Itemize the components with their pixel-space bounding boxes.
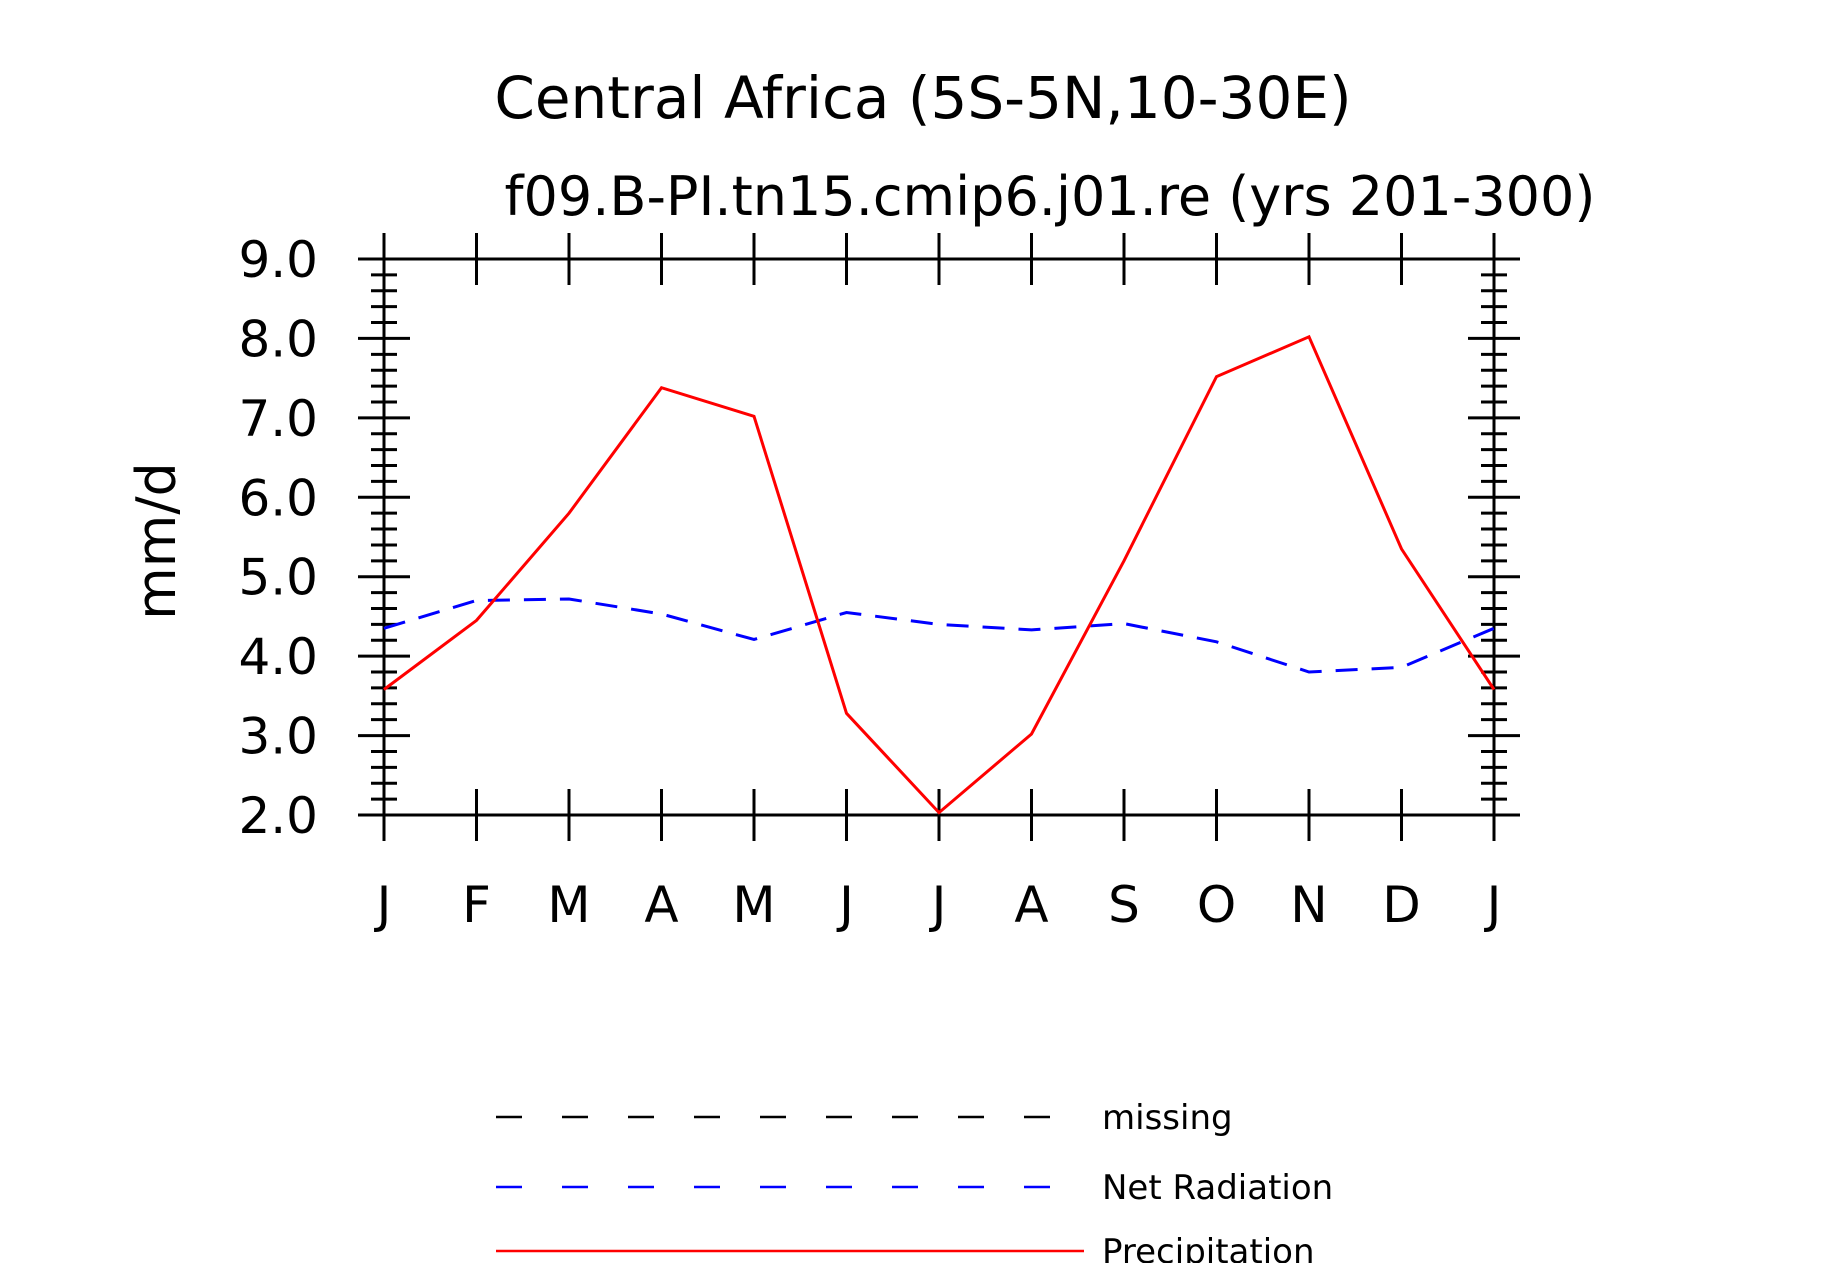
- x-tick-label: F: [462, 876, 491, 934]
- y-tick-label: 6.0: [238, 469, 318, 527]
- x-tick-label: M: [547, 876, 590, 934]
- y-tick-label: 8.0: [238, 310, 318, 368]
- y-tick-label: 5.0: [238, 549, 318, 607]
- y-tick-label: 7.0: [238, 390, 318, 448]
- legend-label: missing: [1102, 1098, 1233, 1138]
- x-tick-label: D: [1382, 876, 1421, 934]
- axes: 2.03.04.05.06.07.08.09.0J F M A M J J A S O N D J: [238, 231, 1520, 934]
- chart-title: Central Africa (5S-5N,10-30E): [494, 64, 1351, 132]
- series-layer: [383, 334, 1496, 815]
- x-tick-label: J: [374, 876, 392, 934]
- y-tick-label: 3.0: [238, 708, 318, 766]
- y-tick-label: 9.0: [238, 231, 318, 289]
- y-tick-label: 2.0: [238, 787, 318, 845]
- y-axis-label: mm/d: [125, 462, 188, 620]
- x-tick-label: N: [1290, 876, 1327, 934]
- x-tick-label: A: [1014, 876, 1048, 934]
- legend-label: Precipitation: [1102, 1232, 1315, 1263]
- x-tick-label: S: [1108, 876, 1140, 934]
- series-line-precipitation: [383, 334, 1496, 815]
- y-tick-label: 4.0: [238, 628, 318, 686]
- legend-label: Net Radiation: [1102, 1168, 1333, 1208]
- x-tick-label: J: [1484, 876, 1502, 934]
- legend: missing Net Radiation Precipitation: [496, 1098, 1333, 1263]
- series-line-net-radiation: [383, 597, 1495, 674]
- x-tick-label: J: [929, 876, 947, 934]
- chart-subtitle: f09.B-PI.tn15.cmip6.j01.re (yrs 201-300): [505, 165, 1596, 228]
- plot-frame: [382, 257, 1496, 817]
- x-tick-label: A: [644, 876, 678, 934]
- x-tick-label: J: [836, 876, 854, 934]
- x-tick-label: O: [1197, 876, 1236, 934]
- x-tick-label: M: [732, 876, 775, 934]
